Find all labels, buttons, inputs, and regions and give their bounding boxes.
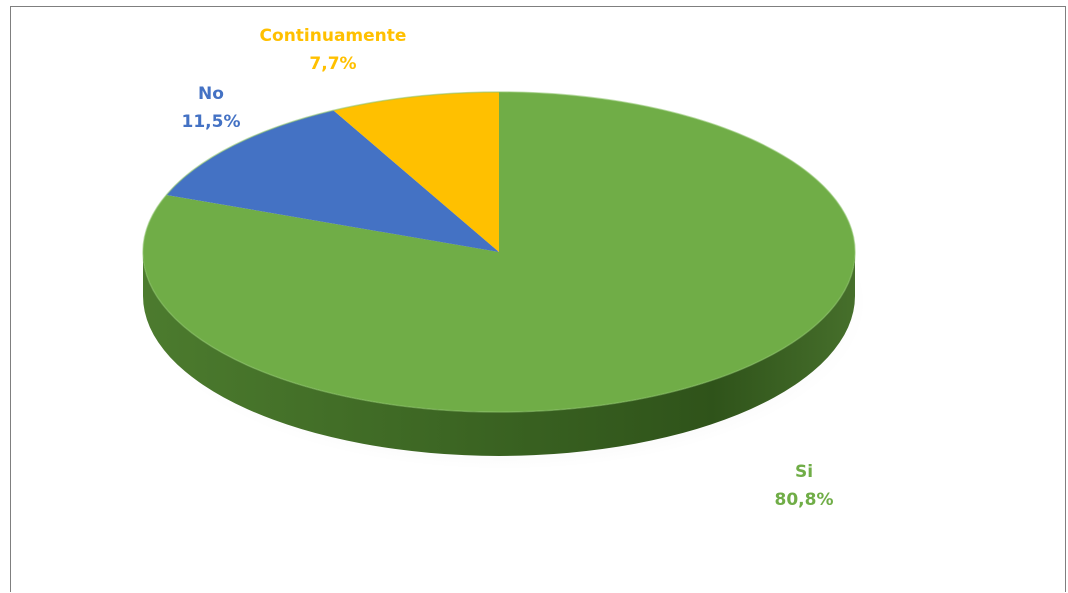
data-label-value-si: 80,8%	[775, 490, 834, 510]
data-label-value-no: 11,5%	[182, 112, 241, 132]
pie-slice-continuamente	[333, 92, 499, 252]
pie-chart: Si 80,8% No 11,5% Continuamente 7,7%	[142, 26, 867, 510]
pie-side-wall	[143, 252, 855, 456]
data-label-name-continuamente: Continuamente	[260, 26, 407, 46]
data-label-name-no: No	[198, 84, 224, 104]
chart-frame: Si 80,8% No 11,5% Continuamente 7,7%	[10, 6, 1066, 592]
data-label-value-continuamente: 7,7%	[309, 54, 356, 74]
pie-rim	[142, 91, 856, 413]
pie-slice-no	[166, 110, 499, 252]
pie-slice-si	[143, 92, 856, 412]
data-label-name-si: Si	[795, 462, 813, 482]
